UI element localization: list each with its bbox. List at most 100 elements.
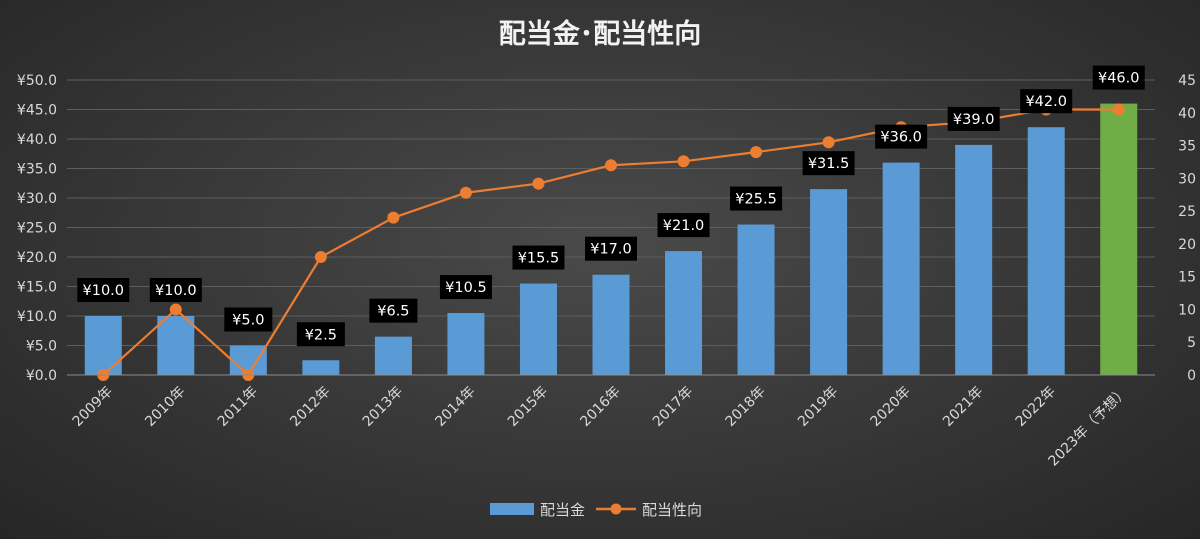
data-label-box [369, 298, 418, 323]
left-axis-tick-label: ¥25.0 [17, 221, 57, 237]
left-axis-tick-label: ¥10.0 [17, 309, 57, 325]
x-axis-category-label: 2023年（予想） [1046, 384, 1132, 470]
x-axis-category-label: 2020年 [868, 384, 914, 430]
data-label: ¥46.0 [1098, 71, 1140, 87]
bar [737, 224, 775, 375]
left-axis-tick-label: ¥45.0 [17, 103, 57, 119]
line-marker [1112, 103, 1125, 116]
bar-series [84, 103, 1138, 375]
bar [519, 283, 557, 375]
right-axis-tick-label: 40 [1178, 106, 1196, 122]
right-axis-tick-label: 20 [1178, 237, 1196, 253]
x-axis-category-label: 2015年 [505, 384, 551, 430]
data-label: ¥25.5 [735, 192, 777, 208]
bar [882, 162, 920, 375]
data-label-box [296, 322, 345, 347]
bar [592, 274, 630, 375]
data-label: ¥31.5 [808, 156, 850, 172]
data-label-box [1020, 89, 1073, 114]
line-marker [532, 177, 545, 190]
left-axis-tick-label: ¥30.0 [17, 191, 57, 207]
left-axis-tick-label: ¥40.0 [17, 132, 57, 148]
bar [1100, 103, 1138, 375]
legend-bar-swatch [490, 503, 534, 515]
bar [1027, 127, 1065, 375]
x-axis-category-label: 2014年 [432, 384, 478, 430]
left-axis-tick-label: ¥15.0 [17, 280, 57, 296]
data-label: ¥21.0 [663, 218, 705, 234]
line-marker [677, 155, 690, 168]
data-label-box [1092, 65, 1145, 90]
data-label: ¥2.5 [305, 327, 337, 343]
data-label-box [730, 186, 783, 211]
left-axis-tick-label: ¥5.0 [26, 339, 57, 355]
x-axis-category-label: 2012年 [287, 384, 333, 430]
data-label: ¥15.5 [518, 251, 560, 267]
line-marker [750, 146, 763, 159]
right-axis-tick-label: 5 [1187, 335, 1196, 351]
x-axis-category-label: 2016年 [577, 384, 623, 430]
data-label: ¥5.0 [232, 313, 264, 329]
x-axis-category-label: 2017年 [650, 384, 696, 430]
data-label-box [149, 278, 202, 302]
line-marker [314, 251, 327, 263]
data-label: ¥17.0 [590, 242, 632, 258]
x-axis-category-label: 2011年 [215, 384, 261, 430]
data-label-box [657, 213, 710, 238]
x-axis-category-label: 2019年 [795, 384, 841, 430]
x-axis-category-label: 2022年 [1013, 384, 1059, 430]
right-axis-tick-label: 45 [1178, 73, 1196, 89]
x-axis-category-label: 2009年 [70, 384, 116, 430]
right-axis-tick-label: 10 [1178, 302, 1196, 318]
data-label-box [802, 151, 855, 176]
legend: 配当金 配当性向 [490, 501, 702, 519]
bar [447, 313, 485, 375]
data-label-box [224, 307, 273, 332]
left-axis-tick-label: ¥50.0 [17, 73, 57, 89]
legend-bar-label: 配当金 [540, 501, 585, 519]
x-axis-category-label: 2018年 [722, 384, 768, 430]
data-label-box [512, 245, 565, 270]
right-axis-tick-label: 0 [1187, 368, 1196, 384]
bar [810, 189, 848, 375]
line-marker [605, 159, 617, 172]
chart-title: 配当金･配当性向 [499, 18, 702, 50]
data-labels: ¥10.0 ¥10.0 ¥5.0 ¥2.5 ¥6.5 ¥10.5 ¥15.5 ¥17.0 ¥21… [77, 65, 1145, 347]
data-label-box [439, 275, 492, 300]
axes: ¥0.0 ¥5.0 ¥10.0 ¥15.0 ¥20.0 ¥25.0 ¥30.0 ¥35.0 ¥4… [17, 73, 1196, 470]
x-axis-category-label: 2021年 [940, 384, 986, 430]
data-label: ¥36.0 [880, 130, 922, 146]
right-axis-tick-label: 35 [1178, 139, 1196, 155]
bar [665, 251, 703, 375]
data-label-box [77, 278, 130, 302]
line-marker [822, 136, 835, 149]
x-axis-category-label: 2013年 [360, 384, 406, 430]
data-label: ¥10.0 [83, 283, 125, 299]
data-label: ¥10.0 [155, 283, 197, 299]
left-axis-tick-label: ¥35.0 [17, 162, 57, 178]
data-label: ¥10.5 [445, 280, 487, 296]
left-axis-tick-label: ¥20.0 [17, 250, 57, 266]
bar [157, 316, 195, 375]
bar [374, 336, 412, 375]
bar [84, 316, 122, 375]
right-axis-tick-label: 25 [1178, 204, 1196, 220]
bar [302, 360, 340, 375]
line-marker [459, 186, 472, 199]
data-label: ¥6.5 [377, 304, 409, 320]
line-marker [387, 211, 400, 224]
legend-line-label: 配当性向 [642, 501, 702, 519]
data-label: ¥42.0 [1025, 94, 1067, 110]
data-label-box [947, 106, 1000, 131]
bar [955, 144, 993, 375]
right-axis-tick-label: 30 [1178, 171, 1196, 187]
x-axis-category-label: 2010年 [142, 384, 188, 430]
line-marker [169, 303, 182, 316]
legend-line-marker [610, 503, 622, 515]
data-label-box [585, 236, 637, 261]
data-label-box [875, 124, 928, 149]
right-axis-tick-label: 15 [1178, 270, 1196, 286]
left-axis-tick-label: ¥0.0 [26, 368, 57, 384]
data-label: ¥39.0 [953, 112, 995, 128]
